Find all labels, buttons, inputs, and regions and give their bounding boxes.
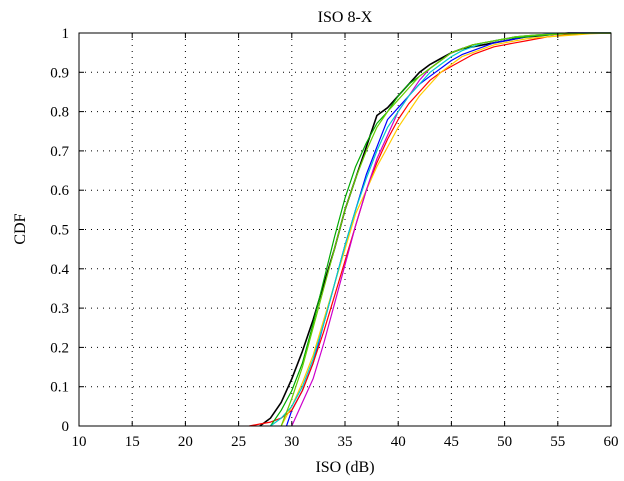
series-lines [249,32,611,427]
axis-ticks [78,32,612,427]
x-tick-labels: 10 15 20 25 30 35 40 45 50 55 60 [72,434,619,450]
y-tick-label: 0.2 [50,340,69,356]
x-tick-label: 45 [444,434,459,450]
x-tick-label: 35 [338,434,353,450]
x-tick-label: 30 [284,434,299,450]
y-tick-label: 1 [62,26,70,42]
y-tick-label: 0.9 [50,65,69,81]
grid-lines [79,33,611,426]
x-tick-label: 25 [231,434,246,450]
chart-title: ISO 8-X [318,9,373,26]
y-tick-labels: 0 0.1 0.2 0.3 0.4 0.5 0.6 0.7 0.8 0.9 1 [50,26,69,435]
y-tick-label: 0.3 [50,301,69,317]
plot-area-frame [78,32,612,427]
x-axis-label: ISO (dB) [315,459,374,476]
series-line-1 [259,32,611,427]
y-tick-label: 0 [62,419,70,435]
y-axis-label: CDF [12,213,29,244]
y-tick-label: 0.8 [50,105,69,121]
y-tick-label: 0.6 [50,183,69,199]
y-tick-label: 0.4 [50,262,69,278]
x-tick-label: 15 [125,434,140,450]
x-tick-label: 20 [178,434,193,450]
y-tick-label: 0.1 [50,380,69,396]
y-tick-label: 0.7 [50,144,69,160]
x-tick-label: 55 [550,434,565,450]
x-tick-label: 10 [72,434,87,450]
series-line-4 [280,32,611,427]
series-line-3 [249,32,611,427]
x-tick-label: 50 [497,434,512,450]
y-tick-label: 0.5 [50,223,69,239]
x-tick-label: 60 [604,434,619,450]
series-line-8 [280,32,611,427]
x-tick-label: 40 [391,434,406,450]
series-line-2 [285,32,611,427]
